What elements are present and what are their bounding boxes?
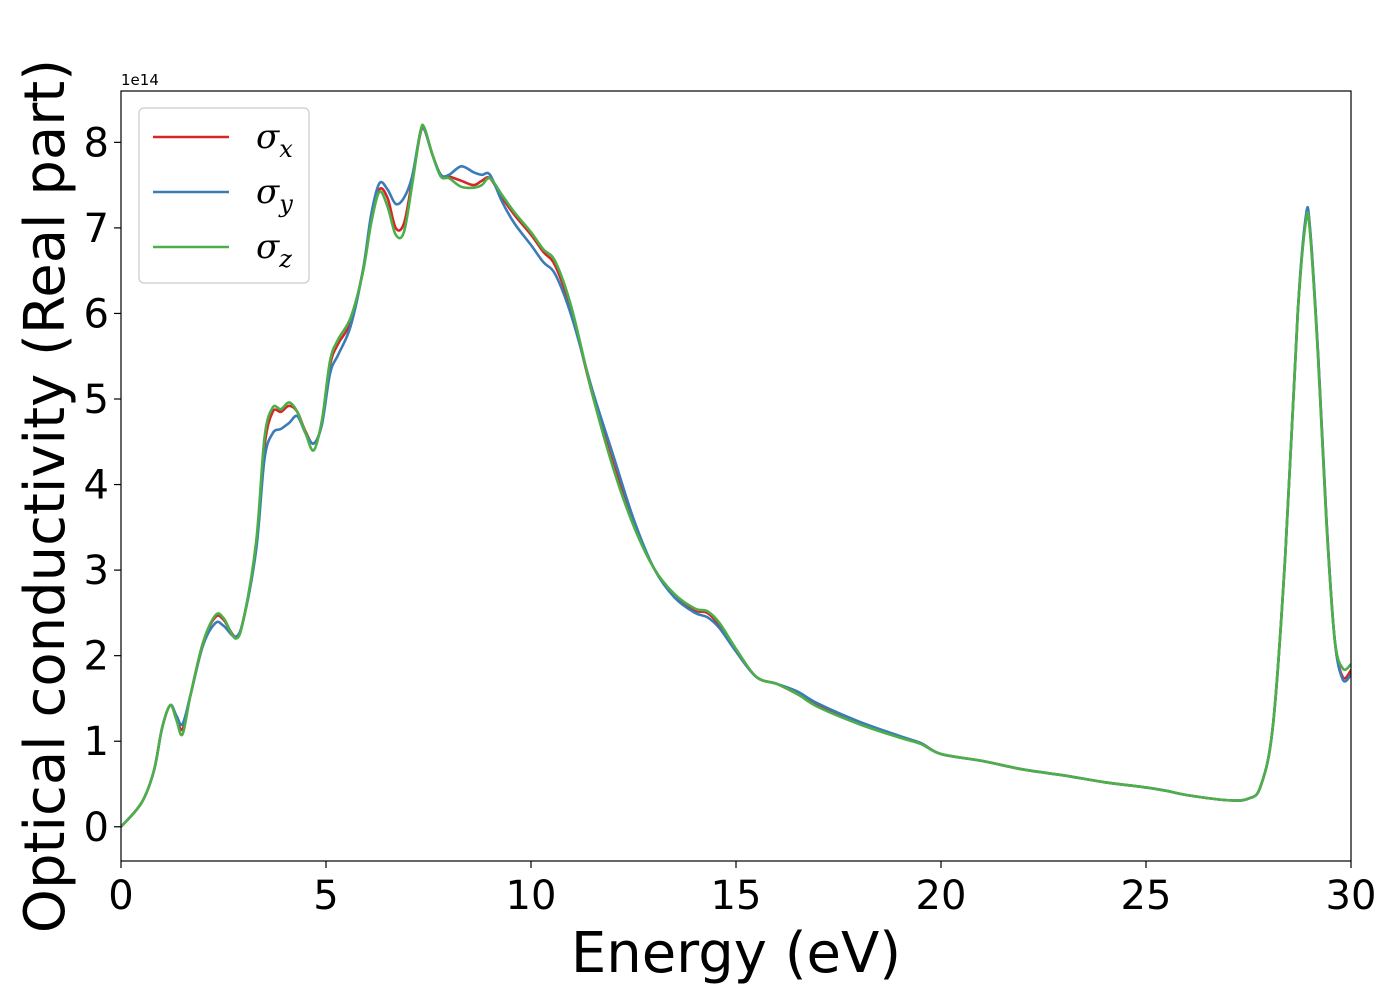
y-offset-label: 1e14 bbox=[121, 71, 159, 89]
x-tick-label: 15 bbox=[711, 873, 762, 919]
y-tick-label: 5 bbox=[84, 377, 109, 423]
x-tick-label: 30 bbox=[1326, 873, 1377, 919]
x-axis-title: Energy (eV) bbox=[571, 921, 901, 986]
legend-box bbox=[138, 107, 310, 284]
x-tick-label: 10 bbox=[506, 873, 557, 919]
y-tick-label: 6 bbox=[84, 291, 109, 337]
x-tick-label: 20 bbox=[916, 873, 967, 919]
x-tick-label: 25 bbox=[1121, 873, 1172, 919]
x-tick-label: 0 bbox=[108, 873, 133, 919]
legend-label-z: σz bbox=[256, 227, 292, 273]
legend: σx σy σz bbox=[138, 107, 310, 284]
legend-label-y: σy bbox=[256, 172, 293, 218]
y-tick-label: 8 bbox=[84, 120, 109, 166]
y-tick-label: 1 bbox=[84, 719, 109, 765]
x-tick-label: 5 bbox=[313, 873, 338, 919]
y-tick-label: 4 bbox=[84, 463, 109, 509]
x-axis: 0 5 10 15 20 25 30 bbox=[108, 861, 1376, 919]
legend-label-x: σx bbox=[256, 117, 293, 163]
series-line-z bbox=[121, 123, 1351, 829]
y-tick-label: 2 bbox=[84, 634, 109, 680]
y-tick-label: 7 bbox=[84, 206, 109, 252]
series-layer bbox=[121, 123, 1351, 829]
y-axis-title: Optical conductivity (Real part) bbox=[13, 59, 78, 933]
y-axis: 0 1 2 3 4 5 6 7 8 bbox=[84, 120, 121, 851]
y-tick-label: 0 bbox=[84, 805, 109, 851]
y-tick-label: 3 bbox=[84, 548, 109, 594]
